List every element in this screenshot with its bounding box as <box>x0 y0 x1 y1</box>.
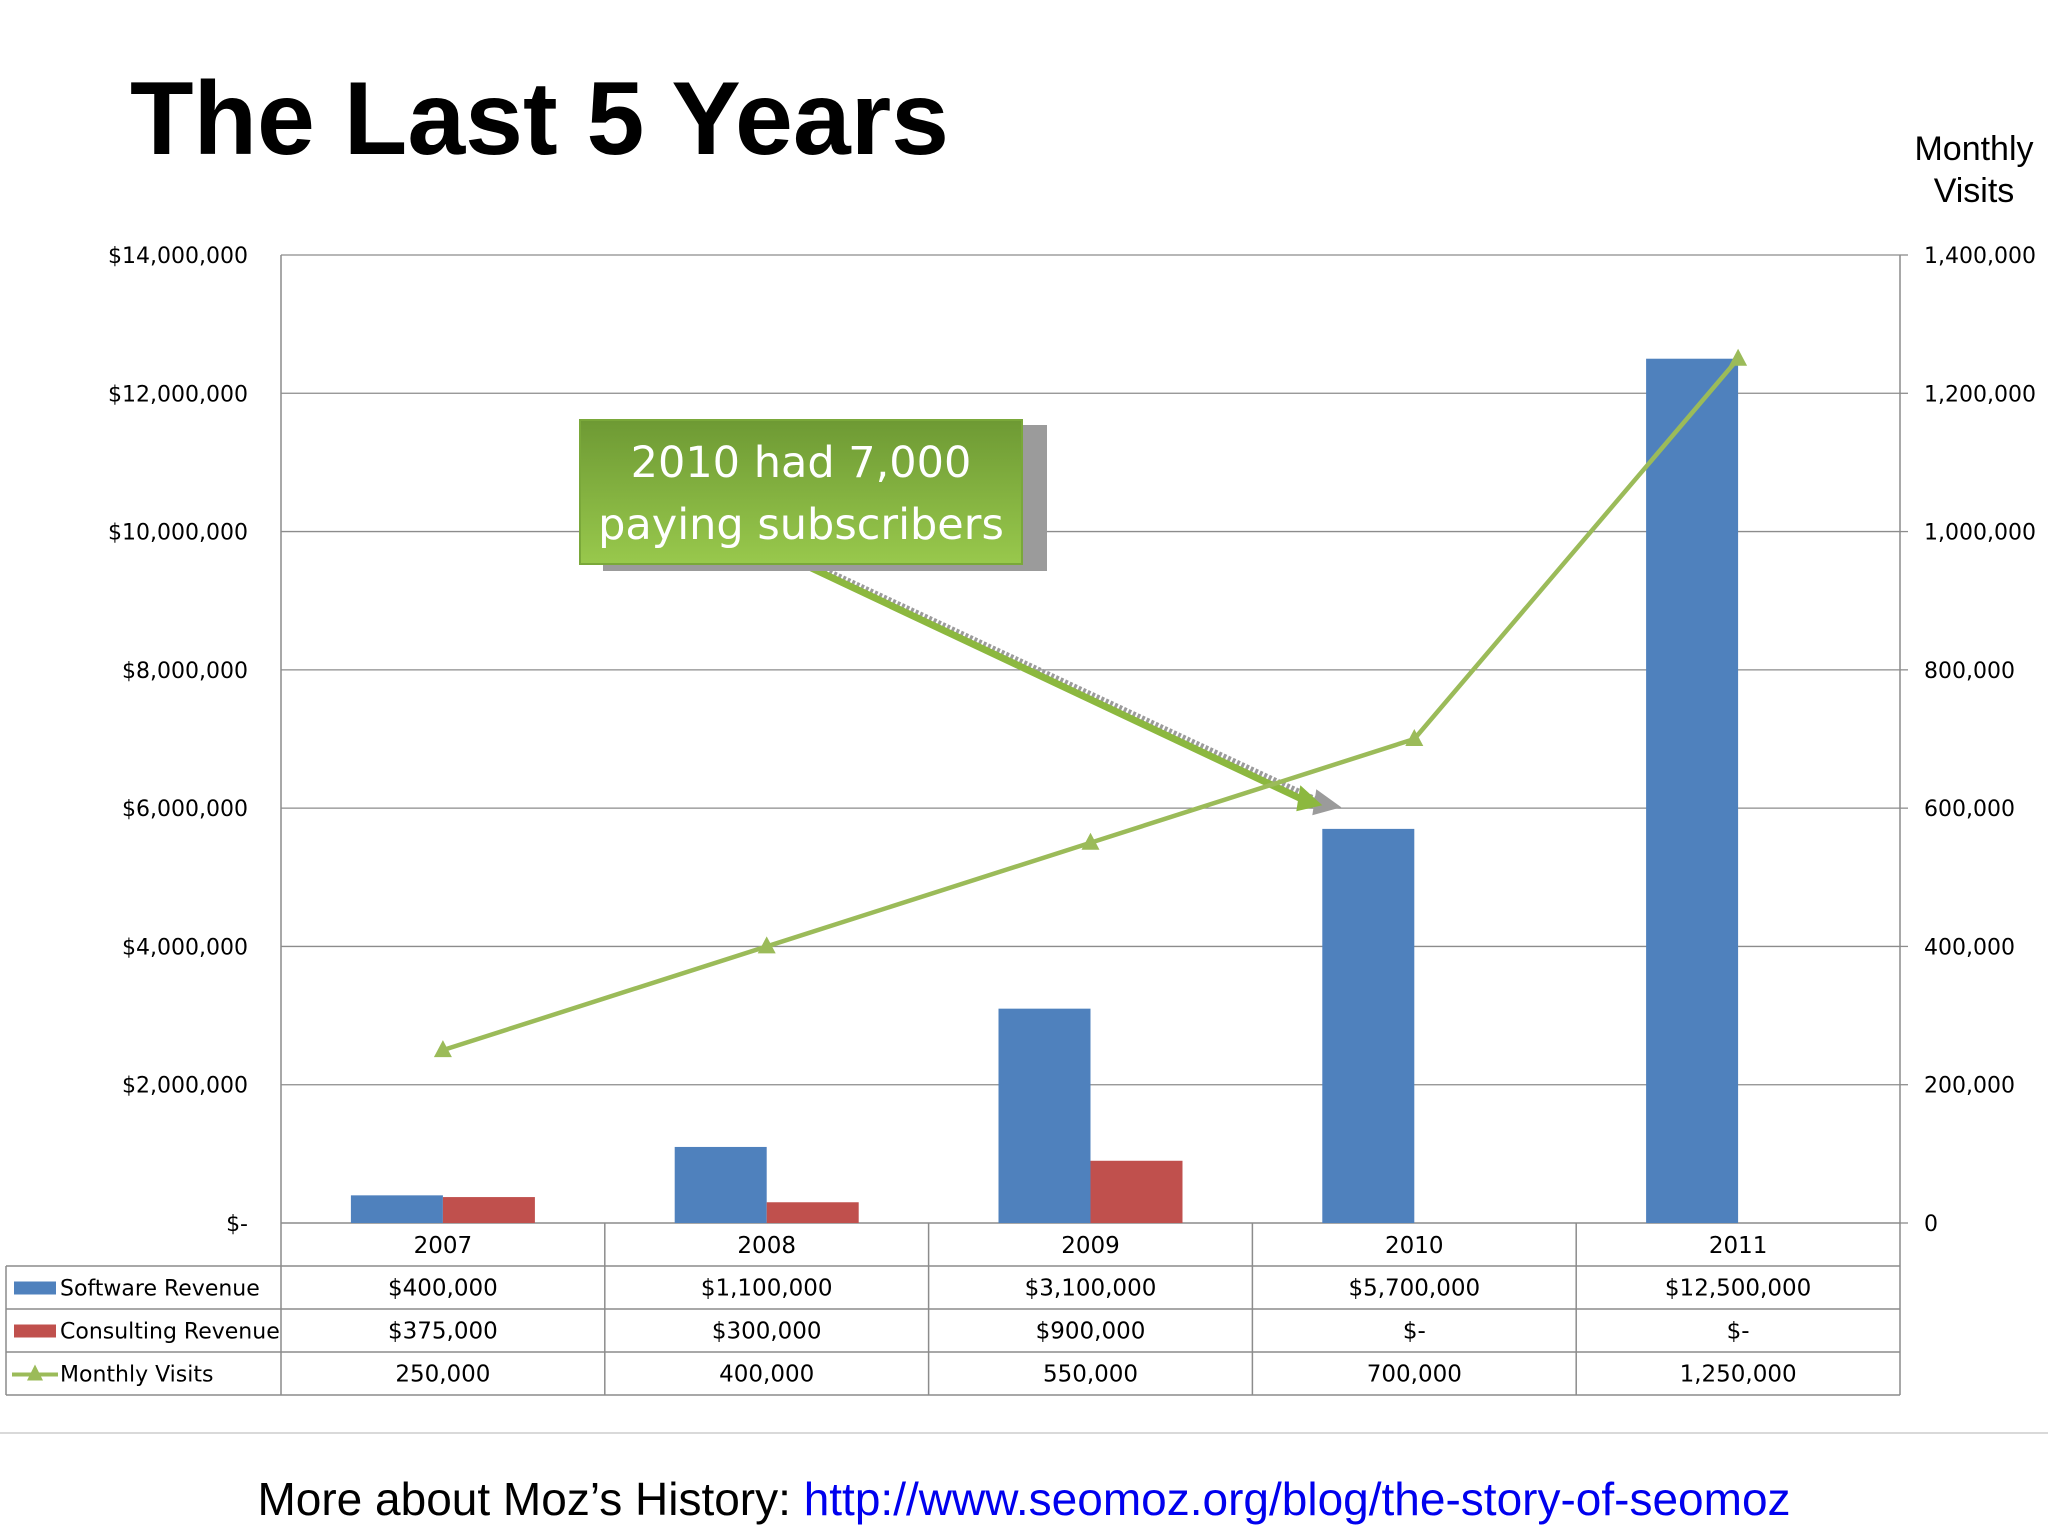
data-table: 2007 2008 2009 2010 2011 Software Revenue $400… <box>5 1223 1901 1396</box>
annotation-arrowhead-shadow <box>1312 789 1342 816</box>
left-tick-label: $8,000,000 <box>122 659 248 684</box>
table-cell: $- <box>1403 1319 1426 1345</box>
footer: More about Moz’s History: http://www.seo… <box>0 1472 2048 1526</box>
left-tick-label: $- <box>226 1212 248 1237</box>
history-link[interactable]: http://www.seomoz.org/blog/the-story-of-… <box>803 1473 1791 1525</box>
right-tick-label: 200,000 <box>1924 1074 2015 1099</box>
annotation-arrow <box>803 561 1342 816</box>
table-cell: 400,000 <box>719 1362 814 1388</box>
bar-consulting-revenue <box>1090 1160 1183 1223</box>
visits-point <box>1405 729 1424 746</box>
footer-text: More about Moz’s History: <box>257 1473 804 1525</box>
table-cell: $375,000 <box>388 1319 498 1345</box>
legend-label: Software Revenue <box>60 1277 260 1302</box>
right-tick-label: 1,000,000 <box>1924 521 2036 546</box>
visits-line <box>433 348 1748 1058</box>
visits-point <box>433 1040 452 1058</box>
table-cell: $400,000 <box>388 1276 498 1302</box>
axis-labels: $- $2,000,000 $4,000,000 $6,000,000 $8,000,0… <box>108 244 2036 1237</box>
bar-software-revenue <box>998 1008 1091 1223</box>
right-tick-label: 1,200,000 <box>1924 382 2036 407</box>
category-label: 2010 <box>1385 1233 1444 1259</box>
table-cell: $300,000 <box>712 1319 822 1345</box>
legend-key <box>14 1281 56 1295</box>
legend-label: Consulting Revenue <box>60 1320 280 1345</box>
bar-software-revenue <box>674 1146 767 1223</box>
table-cell: 250,000 <box>395 1362 490 1388</box>
legend-key <box>14 1324 56 1338</box>
legend-key-marker <box>27 1364 43 1381</box>
table-cell: $1,100,000 <box>701 1276 833 1302</box>
table-cell: 1,250,000 <box>1680 1362 1797 1388</box>
right-tick-label: 600,000 <box>1924 797 2015 822</box>
right-tick-label: 0 <box>1924 1212 1938 1237</box>
table-cell: 700,000 <box>1367 1362 1462 1388</box>
left-tick-label: $12,000,000 <box>108 382 248 407</box>
page-title: The Last 5 Years <box>130 61 949 177</box>
bars <box>350 358 1739 1223</box>
callout-line: 2010 had 7,000 <box>630 438 972 488</box>
gridlines <box>281 254 1900 1086</box>
table-cell: $900,000 <box>1036 1319 1146 1345</box>
right-axis-title-line: Monthly <box>1914 130 2034 168</box>
legend-label: Monthly Visits <box>60 1363 213 1388</box>
visits-point <box>1081 832 1100 850</box>
right-tick-label: 1,400,000 <box>1924 244 2036 269</box>
left-tick-label: $2,000,000 <box>122 1074 248 1099</box>
bar-consulting-revenue <box>442 1197 535 1223</box>
category-label: 2007 <box>414 1233 473 1259</box>
footer-divider <box>0 1432 2048 1434</box>
table-cell: 550,000 <box>1043 1362 1138 1388</box>
bar-consulting-revenue <box>766 1202 859 1223</box>
callout-line: paying subscribers <box>598 500 1004 550</box>
annotation-arrow <box>803 561 1308 805</box>
category-label: 2011 <box>1709 1233 1768 1259</box>
left-tick-label: $4,000,000 <box>122 935 248 960</box>
table-cell: $5,700,000 <box>1348 1276 1480 1302</box>
table-cell: $- <box>1727 1319 1750 1345</box>
table-cell: $3,100,000 <box>1025 1276 1157 1302</box>
category-label: 2009 <box>1061 1233 1120 1259</box>
annotation-arrowhead <box>1296 785 1323 812</box>
table-cell: $12,500,000 <box>1665 1276 1811 1302</box>
combo-chart: $- $2,000,000 $4,000,000 $6,000,000 $8,000,0… <box>5 244 2036 1396</box>
right-axis-title: Monthly Visits <box>1900 128 2048 212</box>
left-tick-label: $10,000,000 <box>108 521 248 546</box>
right-tick-label: 400,000 <box>1924 935 2015 960</box>
bar-software-revenue <box>1322 828 1415 1223</box>
bar-software-revenue <box>1646 358 1739 1223</box>
category-label: 2008 <box>737 1233 796 1259</box>
left-tick-label: $6,000,000 <box>122 797 248 822</box>
visits-point <box>1729 348 1748 366</box>
left-tick-label: $14,000,000 <box>108 244 248 269</box>
bar-software-revenue <box>350 1195 443 1223</box>
right-tick-label: 800,000 <box>1924 659 2015 684</box>
annotation-callout: 2010 had 7,000 paying subscribers <box>579 419 1023 565</box>
visits-point <box>757 936 776 954</box>
right-axis-title-line: Visits <box>1933 172 2015 210</box>
